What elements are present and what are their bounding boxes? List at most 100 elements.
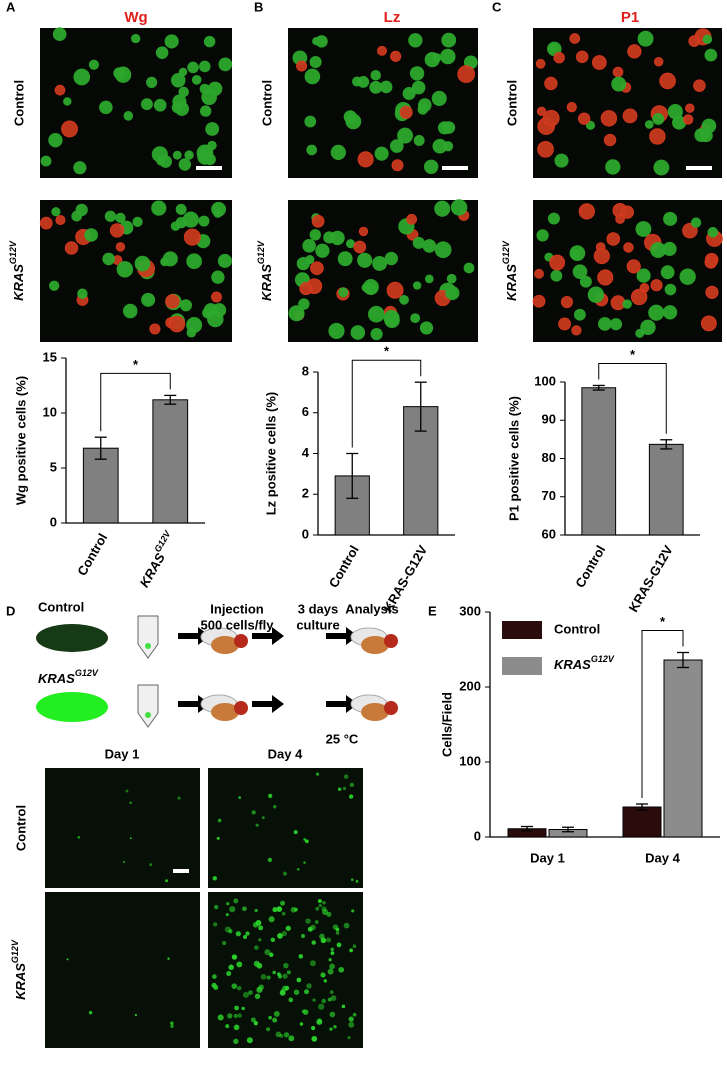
cell [626,259,641,274]
cell [237,985,242,991]
cell [434,200,451,217]
cell [384,251,399,266]
cell [153,98,167,112]
arrow [252,695,284,713]
cell [606,232,621,246]
cell [593,248,610,265]
cell [693,79,706,92]
cell [116,261,134,278]
cell [122,860,126,863]
cell [560,296,573,309]
y-tick-label: 60 [542,526,556,541]
cell [374,146,389,161]
cell [440,48,456,65]
cell [328,958,332,962]
cell [705,285,719,299]
cell [410,313,421,324]
micrograph [45,768,200,888]
cell [603,133,617,147]
cell [536,106,547,116]
significance-bracket [598,362,667,434]
cell [170,1024,174,1028]
fly-head [384,701,398,715]
cell [288,1035,295,1042]
arrow [252,627,284,645]
cell [322,908,329,915]
cell [409,66,425,81]
cell [332,924,339,930]
cell [322,901,326,905]
cell [623,242,634,253]
cell [233,1024,240,1031]
cell [418,98,432,112]
y-tick-label: 10 [43,404,57,419]
cell [283,1032,290,1038]
cell [151,146,168,163]
cell [352,1012,357,1017]
cell [172,94,187,109]
day-label: Day 1 [105,746,140,761]
cell [635,328,645,338]
cell [361,283,371,293]
fly-body [361,636,389,654]
cell [353,240,367,254]
cell [377,45,387,56]
significance-label: * [384,344,390,359]
cell [305,918,311,924]
cell [122,303,138,319]
cell [281,930,287,937]
cell [327,968,334,975]
cell [328,322,345,339]
cell [225,1024,230,1029]
row-label: KRASG12V [8,240,26,301]
cell [198,215,210,227]
cell [659,72,676,90]
cell [457,65,476,83]
cell [213,208,223,218]
cell [245,931,250,936]
cell [320,972,326,978]
cell [282,973,288,979]
cell [268,916,275,923]
cell [358,226,369,237]
y-tick-label: 4 [302,445,310,460]
row-label-base: KRAS [11,264,26,301]
cell [532,294,546,308]
fly-head [234,701,248,715]
cell [171,72,186,88]
cell [102,252,115,266]
cell [351,909,355,913]
cell [293,989,300,995]
cell [254,993,261,1000]
cell [199,83,210,95]
cell [151,200,167,216]
cell [149,863,153,867]
cell [704,48,718,62]
cell [77,288,88,299]
cell [268,952,274,958]
y-tick-label: 90 [542,412,556,427]
cell [115,242,126,252]
cell [172,150,182,160]
cell [48,133,63,148]
temperature-label: 25 °C [326,731,359,746]
cell [379,80,393,94]
cell [424,51,440,68]
cell [329,1027,333,1031]
cell [233,1038,239,1045]
cell [347,1035,351,1040]
cell [591,55,607,70]
row-label-superscript: G12V [256,240,266,264]
cell [575,50,589,64]
cell [217,253,232,268]
cell [450,199,468,216]
cell [177,796,181,800]
cell [228,929,233,934]
fly-head [384,634,398,648]
cell [660,265,675,280]
cell [566,102,577,113]
cell [537,140,554,158]
cell [303,989,310,995]
significance-label: * [133,357,139,372]
legend-label-superscript: G12V [591,654,615,664]
